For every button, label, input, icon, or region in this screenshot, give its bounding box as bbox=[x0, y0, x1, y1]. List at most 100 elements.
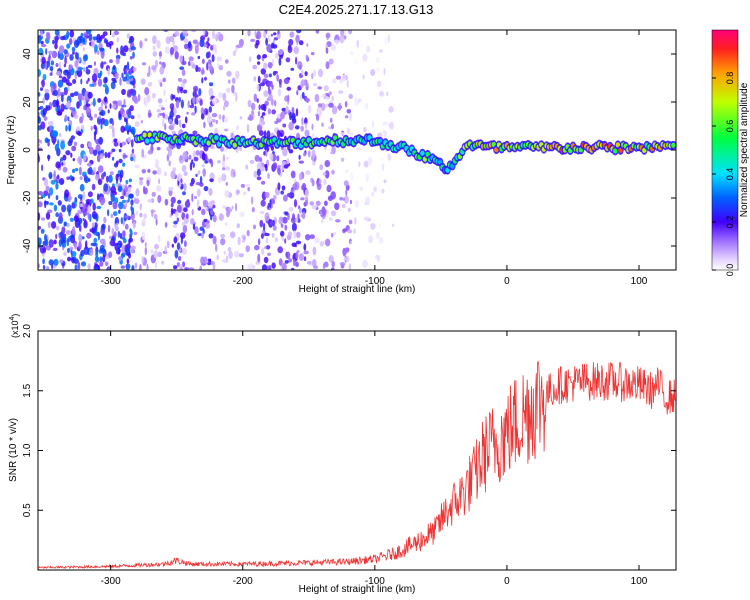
spectrogram-noise-speck bbox=[290, 170, 296, 179]
spectrogram-noise-speck bbox=[45, 48, 48, 55]
spectrogram-noise-speck bbox=[49, 187, 54, 196]
spectrogram-noise-speck bbox=[95, 267, 99, 270]
spectrogram-noise-speck bbox=[99, 256, 103, 263]
spectrogram-noise-speck bbox=[299, 207, 302, 214]
spectrogram-noise-speck bbox=[54, 143, 60, 152]
spectrogram-y-tick-label: 20 bbox=[22, 96, 33, 108]
spectrogram-noise-speck bbox=[295, 56, 298, 65]
spectrogram-noise-speck bbox=[173, 220, 178, 225]
spectrogram-noise-speck bbox=[169, 103, 175, 110]
spectrogram-noise-speck bbox=[197, 199, 200, 209]
spectrogram-noise-speck bbox=[291, 222, 297, 232]
spectrogram-noise-speck bbox=[184, 43, 188, 50]
spectrogram-noise-speck bbox=[80, 249, 85, 257]
spectrogram-noise-speck bbox=[216, 254, 219, 260]
spectrogram-noise-speck bbox=[383, 67, 386, 76]
spectrogram-noise-speck bbox=[349, 199, 353, 205]
spectrogram-noise-speck bbox=[303, 243, 307, 251]
spectrogram-noise-speck bbox=[207, 37, 210, 42]
spectrogram-noise-speck bbox=[46, 138, 51, 143]
spectrogram-noise-speck bbox=[200, 113, 205, 120]
colorbar-tick-label: 0.4 bbox=[725, 168, 735, 181]
spectrogram-noise-speck bbox=[212, 214, 217, 223]
spectrogram-noise-speck bbox=[192, 39, 198, 44]
spectrogram-noise-speck bbox=[120, 252, 126, 258]
spectrogram-noise-speck bbox=[108, 200, 113, 206]
spectrogram-noise-speck bbox=[221, 259, 228, 263]
spectrogram-noise-speck bbox=[109, 43, 112, 50]
spectrogram-noise-speck bbox=[215, 119, 218, 125]
spectrogram-noise-speck bbox=[373, 186, 378, 192]
spectrogram-noise-speck bbox=[346, 127, 351, 135]
spectrogram-noise-speck bbox=[52, 39, 55, 45]
spectrogram-noise-speck bbox=[128, 89, 135, 95]
spectrogram-noise-speck bbox=[48, 171, 53, 179]
spectrogram-noise-speck bbox=[325, 61, 330, 70]
spectrogram-noise-speck bbox=[287, 94, 290, 102]
spectrogram-noise-speck bbox=[260, 233, 264, 240]
spectrogram-noise-speck bbox=[184, 240, 187, 248]
spectrogram-noise-speck bbox=[45, 105, 51, 111]
spectrogram-noise-speck bbox=[324, 170, 330, 179]
spectrogram-noise-speck bbox=[227, 247, 232, 252]
spectrogram-ridge-cell bbox=[214, 135, 219, 141]
spectrogram-noise-speck bbox=[158, 104, 164, 108]
spectrogram-noise-speck bbox=[328, 91, 332, 96]
svg-text:(x104): (x104) bbox=[9, 314, 20, 338]
spectrogram-noise-speck bbox=[353, 228, 356, 234]
spectrogram-noise-speck bbox=[296, 231, 301, 238]
spectrogram-noise-speck bbox=[256, 30, 262, 40]
spectrogram-noise-speck bbox=[298, 253, 304, 262]
spectrogram-noise-speck bbox=[230, 132, 234, 139]
spectrogram-noise-speck bbox=[187, 100, 190, 109]
spectrogram-noise-speck bbox=[72, 107, 76, 112]
spectrogram-noise-speck bbox=[139, 40, 143, 49]
spectrogram-noise-speck bbox=[65, 150, 71, 156]
spectrogram-noise-speck bbox=[200, 256, 205, 265]
spectrogram-noise-speck bbox=[84, 176, 89, 184]
spectrogram-noise-speck bbox=[88, 33, 93, 42]
spectrogram-noise-speck bbox=[131, 148, 135, 154]
spectrogram-noise-speck bbox=[298, 154, 301, 160]
spectrogram-noise-speck bbox=[46, 32, 51, 41]
spectrogram-x-tick-label: 0 bbox=[504, 276, 510, 287]
spectrogram-noise-speck bbox=[334, 39, 339, 45]
spectrogram-noise-speck bbox=[387, 34, 391, 43]
spectrogram-noise-speck bbox=[223, 100, 229, 108]
spectrogram-noise-speck bbox=[94, 126, 98, 135]
spectrogram-noise-speck bbox=[147, 168, 151, 173]
spectrogram-noise-speck bbox=[38, 47, 44, 56]
spectrogram-noise-speck bbox=[130, 46, 136, 51]
spectrogram-noise-speck bbox=[363, 160, 369, 168]
spectrogram-noise-speck bbox=[350, 240, 353, 245]
spectrogram-noise-speck bbox=[304, 129, 310, 137]
spectrogram-noise-speck bbox=[175, 114, 181, 119]
spectrogram-noise-speck bbox=[127, 136, 131, 143]
spectrogram-noise-speck bbox=[174, 31, 180, 37]
spectrogram-noise-speck bbox=[67, 197, 71, 202]
spectrogram-noise-speck bbox=[176, 204, 182, 213]
snr-scale-prefix: (x10 bbox=[10, 320, 20, 338]
spectrogram-noise-speck bbox=[191, 30, 197, 33]
spectrogram-noise-speck bbox=[111, 33, 116, 38]
spectrogram-noise-speck bbox=[140, 120, 143, 124]
spectrogram-x-tick-label: -200 bbox=[233, 276, 253, 287]
spectrogram-noise-speck bbox=[262, 54, 267, 59]
spectrogram-noise-speck bbox=[343, 180, 349, 187]
spectrogram-x-label: Height of straight line (km) bbox=[299, 284, 416, 295]
spectrogram-noise-speck bbox=[304, 188, 309, 197]
spectrogram-ridge-cell bbox=[232, 142, 237, 148]
spectrogram-noise-speck bbox=[80, 261, 87, 267]
spectrogram-noise-speck bbox=[188, 56, 194, 62]
spectrogram-noise-speck bbox=[281, 107, 287, 112]
spectrogram-noise-speck bbox=[258, 157, 263, 163]
spectrogram-noise-speck bbox=[350, 172, 353, 181]
spectrogram-noise-speck bbox=[79, 183, 85, 192]
spectrogram-noise-speck bbox=[60, 104, 64, 110]
spectrogram-noise-speck bbox=[128, 178, 132, 183]
spectrogram-noise-speck bbox=[85, 240, 88, 250]
spectrogram-noise-speck bbox=[346, 79, 349, 88]
spectrogram-noise-speck bbox=[168, 35, 175, 43]
spectrogram-noise-speck bbox=[305, 196, 309, 201]
spectrogram-noise-speck bbox=[183, 183, 187, 192]
